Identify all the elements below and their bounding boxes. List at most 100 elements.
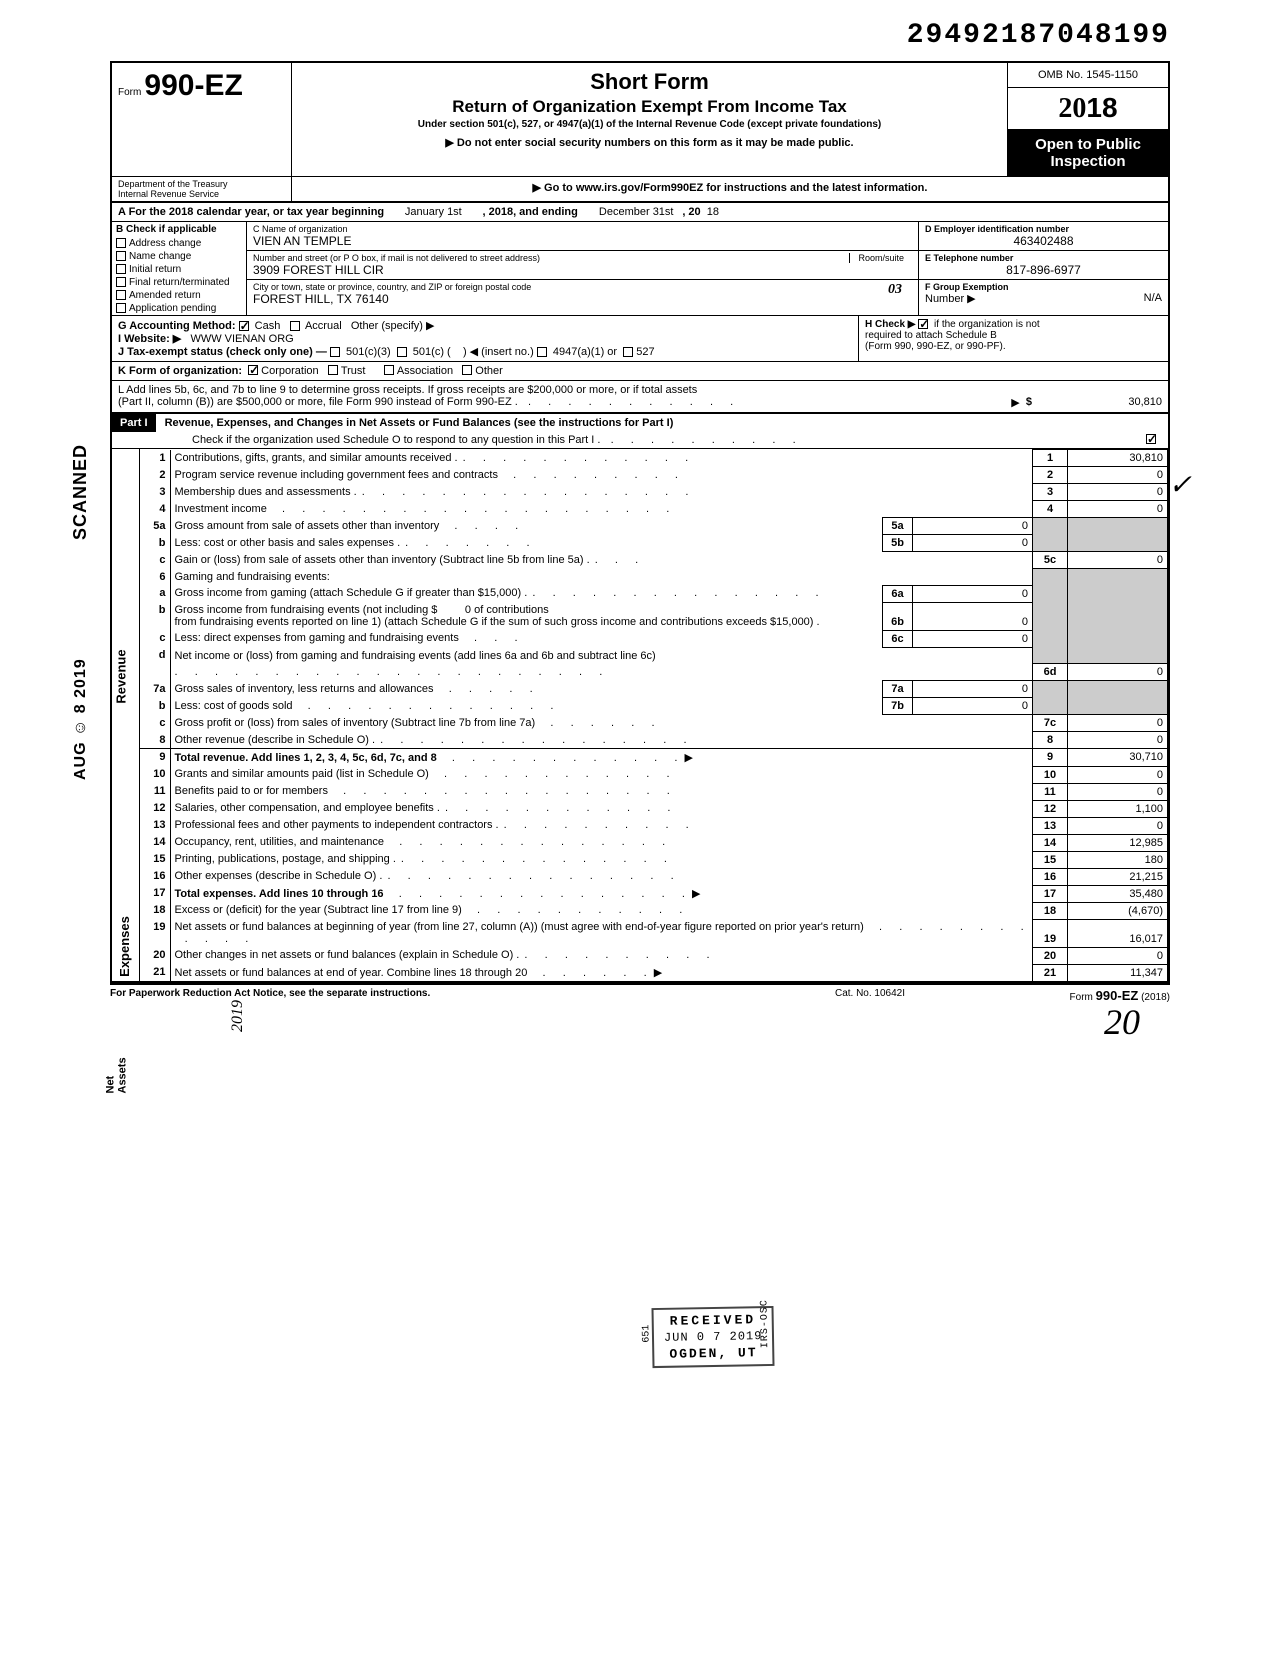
line-l: L Add lines 5b, 6c, and 7b to line 9 to …	[110, 381, 1170, 414]
instr-website: ▶ Go to www.irs.gov/Form990EZ for instru…	[292, 177, 1168, 201]
ein-row: D Employer identification number 4634024…	[919, 222, 1168, 251]
org-name-row: C Name of organization VIEN AN TEMPLE	[247, 222, 918, 251]
line-20: 20Other changes in net assets or fund ba…	[140, 947, 1168, 964]
form-number: 990-EZ	[144, 69, 242, 102]
cb-cash[interactable]	[239, 321, 249, 331]
line-h-1b: if the organization is not	[934, 319, 1040, 330]
line-3: 3 Membership dues and assessments . . . …	[140, 484, 1168, 501]
dots: . . . . . . . . . . .	[518, 396, 1011, 409]
cb-initial-return[interactable]: Initial return	[112, 263, 246, 276]
handwritten-20: 20	[1104, 1001, 1140, 1043]
part-1-table: 1 Contributions, gifts, grants, and simi…	[140, 449, 1168, 981]
cb-address-change[interactable]: Address change	[112, 237, 246, 250]
line-h-2: required to attach Schedule B	[865, 330, 1162, 341]
room-suite-label: Room/suite	[849, 253, 912, 263]
tax-year: 2018	[1008, 88, 1168, 130]
line-6b: b Gross income from fundraising events (…	[140, 602, 1168, 630]
cb-corporation[interactable]	[248, 365, 258, 375]
line-5c: c Gain or (loss) from sale of assets oth…	[140, 552, 1168, 569]
cb-accrual[interactable]	[290, 321, 300, 331]
checkbox-icon[interactable]	[116, 303, 126, 313]
cb-trust[interactable]	[328, 365, 338, 375]
cb-schedule-b[interactable]	[918, 319, 928, 329]
title-under-section: Under section 501(c), 527, or 4947(a)(1)…	[300, 119, 999, 130]
section-labels-col: Revenue Expenses Net Assets	[112, 449, 140, 981]
cb-application-pending[interactable]: Application pending	[112, 302, 246, 315]
dln-number: 29492187048199	[110, 20, 1170, 51]
line-12: 12Salaries, other compensation, and empl…	[140, 800, 1168, 817]
line-10: 10Grants and similar amounts paid (list …	[140, 766, 1168, 783]
cb-amended-return[interactable]: Amended return	[112, 289, 246, 302]
org-name-label: C Name of organization	[253, 224, 912, 234]
title-return: Return of Organization Exempt From Incom…	[300, 97, 999, 117]
cat-no: Cat. No. 10642I	[770, 988, 970, 1003]
cb-name-change[interactable]: Name change	[112, 250, 246, 263]
cb-schedule-o[interactable]	[1146, 434, 1156, 444]
cb-501c3[interactable]	[330, 347, 340, 357]
line-6d: . . . . . . . . . . . . . . . . . . . . …	[140, 664, 1168, 681]
scanned-stamp: SCANNED	[70, 444, 91, 540]
group-value: N/A	[1144, 292, 1162, 304]
trust-label: Trust	[341, 365, 366, 377]
line-6c: c Less: direct expenses from gaming and …	[140, 630, 1168, 647]
city-value: FOREST HILL, TX 76140	[253, 292, 912, 306]
line-a: A For the 2018 calendar year, or tax yea…	[110, 203, 1170, 222]
handwritten-2019: 2019	[229, 1000, 247, 1032]
open-public-2: Inspection	[1012, 153, 1164, 170]
line-g-label: G Accounting Method:	[118, 320, 236, 332]
line-15: 15Printing, publications, postage, and s…	[140, 851, 1168, 868]
city-label: City or town, state or province, country…	[253, 282, 912, 292]
cb-527[interactable]	[623, 347, 633, 357]
line-j: J Tax-exempt status (check only one) — 5…	[118, 345, 852, 358]
website-value: WWW VIENAN ORG	[190, 333, 293, 345]
line-18: 18Excess or (deficit) for the year (Subt…	[140, 902, 1168, 919]
open-public-box: Open to Public Inspection	[1008, 130, 1168, 176]
line-2: 2 Program service revenue including gove…	[140, 467, 1168, 484]
line-5b: b Less: cost or other basis and sales ex…	[140, 535, 1168, 552]
stamp-irs-osc: IRS-OSC	[760, 1299, 772, 1348]
dept-line-2: Internal Revenue Service	[118, 189, 285, 199]
checkbox-icon[interactable]	[116, 251, 126, 261]
cb-final-return[interactable]: Final return/terminated	[112, 276, 246, 289]
gij-h-block: G Accounting Method: Cash Accrual Other …	[110, 316, 1170, 362]
part-1-title: Revenue, Expenses, and Changes in Net As…	[159, 414, 680, 432]
cb-501c[interactable]	[397, 347, 407, 357]
line-7a: 7a Gross sales of inventory, less return…	[140, 681, 1168, 698]
line-k: K Form of organization: Corporation Trus…	[110, 362, 1170, 381]
accrual-label: Accrual	[305, 320, 342, 332]
stamp-651: 651	[641, 1325, 652, 1343]
line-a-suffix: , 20	[682, 206, 700, 218]
checkbox-icon[interactable]	[116, 264, 126, 274]
street-value: 3909 FOREST HILL CIR	[253, 263, 912, 277]
dots: . . . . . . . . . .	[600, 434, 1146, 446]
dept-line-1: Department of the Treasury	[118, 179, 285, 189]
form-prefix: Form	[118, 87, 141, 98]
cb-other-org[interactable]	[462, 365, 472, 375]
527-label: 527	[636, 346, 654, 358]
ein-value: 463402488	[925, 234, 1162, 248]
line-a-label: A For the 2018 calendar year, or tax yea…	[118, 206, 384, 218]
group-label: F Group Exemption	[925, 282, 1162, 292]
checkbox-icon[interactable]	[116, 277, 126, 287]
line-21: 21Net assets or fund balances at end of …	[140, 964, 1168, 981]
line-h-3: (Form 990, 990-EZ, or 990-PF).	[865, 341, 1162, 352]
checkbox-icon[interactable]	[116, 290, 126, 300]
stamp-date: JUN 0 7 2019	[664, 1329, 763, 1345]
insert-no-label: ) ◀ (insert no.)	[463, 346, 534, 358]
section-c: C Name of organization VIEN AN TEMPLE Ro…	[247, 222, 918, 315]
checkbox-icon[interactable]	[116, 238, 126, 248]
501c-label: 501(c) (	[413, 346, 451, 358]
cb-association[interactable]	[384, 365, 394, 375]
cb-4947[interactable]	[537, 347, 547, 357]
form-header: Form 990-EZ Short Form Return of Organiz…	[110, 61, 1170, 176]
arrow-icon: ▶	[1011, 396, 1019, 409]
line-a-mid: , 2018, and ending	[482, 206, 577, 218]
line-11: 11Benefits paid to or for members . . . …	[140, 783, 1168, 800]
stamp-received-text: RECEIVED	[664, 1312, 763, 1329]
line-h-1: H Check ▶	[865, 319, 915, 330]
net-assets-label: Net Assets	[105, 1049, 129, 1094]
omb-number: OMB No. 1545-1150	[1008, 63, 1168, 88]
cash-label: Cash	[255, 320, 281, 332]
stamp-location: OGDEN, UT	[664, 1345, 763, 1362]
website-label: I Website: ▶	[118, 333, 181, 345]
